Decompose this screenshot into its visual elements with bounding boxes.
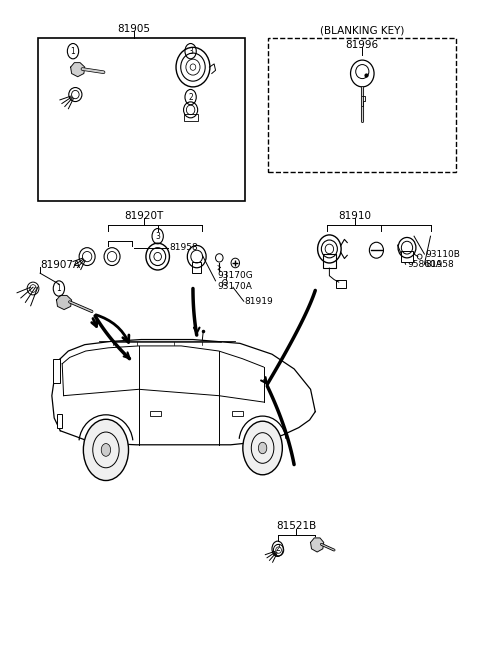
Text: 81919: 81919 bbox=[245, 297, 274, 306]
Circle shape bbox=[84, 419, 129, 480]
Bar bbox=[38, 38, 245, 201]
Circle shape bbox=[101, 443, 110, 456]
Text: 3: 3 bbox=[188, 47, 193, 56]
Text: 81910: 81910 bbox=[339, 211, 372, 221]
Circle shape bbox=[258, 442, 267, 454]
Text: 81920T: 81920T bbox=[124, 211, 163, 221]
Text: 93170G: 93170G bbox=[217, 271, 253, 280]
Text: 2: 2 bbox=[188, 92, 193, 102]
Bar bbox=[268, 38, 456, 173]
Text: 1: 1 bbox=[57, 284, 61, 293]
Text: 2: 2 bbox=[275, 544, 280, 553]
Text: 81521B: 81521B bbox=[276, 521, 317, 531]
Bar bbox=[150, 411, 161, 416]
Text: 81958: 81958 bbox=[426, 260, 455, 269]
Bar bbox=[183, 114, 198, 121]
Bar bbox=[57, 413, 62, 428]
Bar bbox=[401, 251, 413, 262]
Text: 93110B: 93110B bbox=[426, 249, 461, 258]
Circle shape bbox=[243, 421, 282, 475]
Text: 81905: 81905 bbox=[118, 24, 151, 34]
Text: 81958: 81958 bbox=[169, 243, 198, 252]
Bar bbox=[336, 279, 346, 288]
Bar bbox=[53, 359, 60, 383]
Bar bbox=[323, 254, 336, 268]
Polygon shape bbox=[57, 296, 72, 310]
Bar bbox=[192, 262, 202, 273]
Text: 95860A: 95860A bbox=[407, 260, 442, 269]
Polygon shape bbox=[71, 62, 85, 77]
Bar bbox=[232, 411, 243, 416]
Text: 81996: 81996 bbox=[346, 40, 379, 49]
Text: 3: 3 bbox=[155, 232, 160, 241]
Text: 93170A: 93170A bbox=[217, 282, 252, 291]
Text: (BLANKING KEY): (BLANKING KEY) bbox=[320, 26, 405, 36]
Text: 81907A: 81907A bbox=[40, 260, 80, 270]
Text: 1: 1 bbox=[71, 47, 75, 56]
Polygon shape bbox=[311, 538, 324, 552]
